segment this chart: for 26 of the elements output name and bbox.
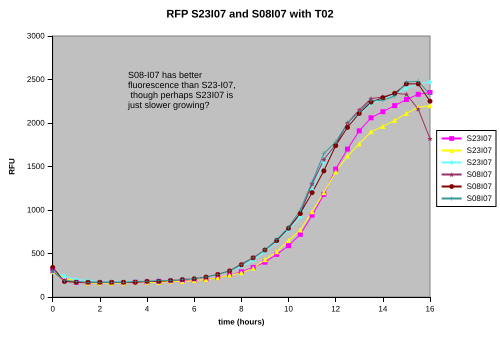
legend-label: S08I07 bbox=[466, 182, 493, 191]
legend-label: S23I07 bbox=[466, 146, 493, 155]
x-tick-label: 0 bbox=[50, 304, 56, 314]
legend-label: S08I07 bbox=[466, 194, 493, 203]
y-tick-label: 2000 bbox=[26, 118, 46, 128]
x-tick-label: 6 bbox=[192, 304, 197, 314]
legend-label: S23I07 bbox=[466, 134, 493, 143]
y-tick-label: 3000 bbox=[26, 32, 46, 40]
y-tick-label: 2500 bbox=[26, 75, 46, 84]
x-tick-label: 10 bbox=[284, 304, 294, 314]
x-tick-label: 14 bbox=[378, 304, 388, 314]
y-tick-label: 1000 bbox=[26, 206, 46, 214]
legend-label: S23I07 bbox=[466, 158, 493, 167]
x-tick-label: 4 bbox=[144, 304, 150, 314]
x-tick-label: 12 bbox=[331, 304, 341, 314]
x-tick-label: 16 bbox=[426, 304, 435, 314]
legend-label: S08I07 bbox=[466, 170, 493, 179]
chart-title: RFP S23I07 and S08I07 with T02 bbox=[166, 8, 334, 20]
x-tick-label: 2 bbox=[98, 304, 103, 314]
x-tick-label: 8 bbox=[239, 304, 244, 314]
annotation: S08-I07 has better fluorescence than S23-I07, though perhaps S23I07 is just slower growing? bbox=[127, 70, 236, 110]
y-axis-title: RFU bbox=[8, 158, 16, 175]
y-tick-label: 500 bbox=[31, 249, 46, 258]
x-axis-title: time (hours) bbox=[218, 317, 265, 326]
y-tick-label: 0 bbox=[40, 292, 46, 302]
y-tick-label: 1500 bbox=[26, 162, 46, 171]
